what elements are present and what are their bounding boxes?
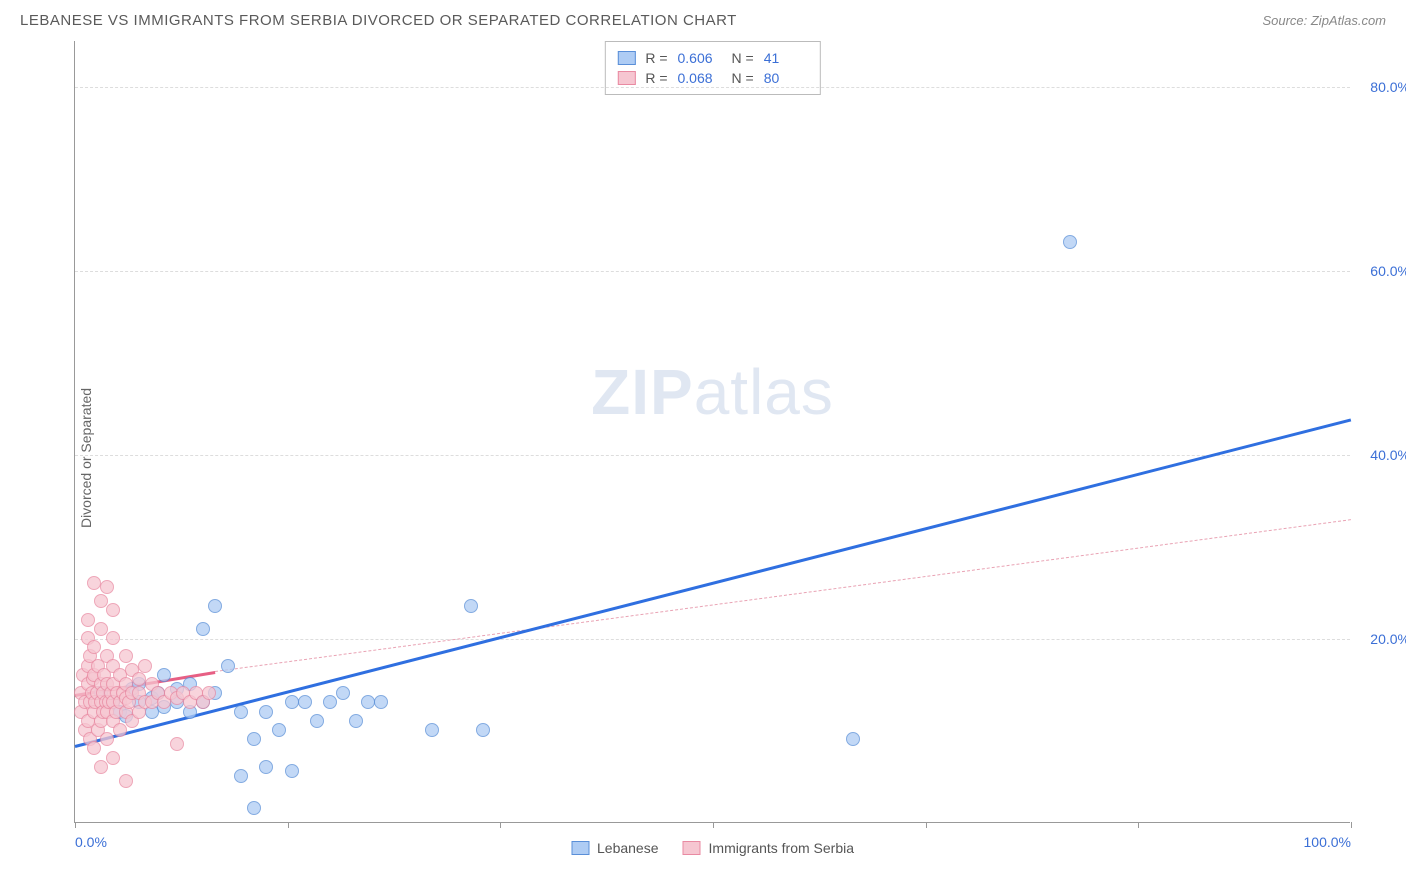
data-point bbox=[113, 723, 127, 737]
legend-item: Lebanese bbox=[571, 840, 659, 856]
data-point bbox=[106, 603, 120, 617]
watermark: ZIPatlas bbox=[591, 355, 834, 429]
series-legend: Lebanese Immigrants from Serbia bbox=[571, 840, 854, 856]
y-tick-label: 20.0% bbox=[1370, 631, 1406, 647]
data-point bbox=[425, 723, 439, 737]
stat-n-value: 80 bbox=[764, 70, 808, 86]
data-point bbox=[272, 723, 286, 737]
gridline bbox=[75, 87, 1350, 88]
data-point bbox=[196, 622, 210, 636]
data-point bbox=[94, 622, 108, 636]
data-point bbox=[259, 760, 273, 774]
gridline bbox=[75, 455, 1350, 456]
data-point bbox=[846, 732, 860, 746]
x-tick bbox=[713, 822, 714, 828]
data-point bbox=[119, 649, 133, 663]
stat-n-label: N = bbox=[732, 70, 754, 86]
data-point bbox=[94, 594, 108, 608]
data-point bbox=[208, 599, 222, 613]
data-point bbox=[170, 737, 184, 751]
x-tick-label: 0.0% bbox=[75, 834, 107, 850]
legend-swatch bbox=[617, 71, 635, 85]
chart-area: Divorced or Separated ZIPatlas R =0.606N… bbox=[20, 37, 1386, 879]
data-point bbox=[247, 732, 261, 746]
data-point bbox=[234, 769, 248, 783]
data-point bbox=[119, 774, 133, 788]
stat-r-label: R = bbox=[645, 70, 667, 86]
stat-r-value: 0.606 bbox=[678, 50, 722, 66]
y-tick-label: 40.0% bbox=[1370, 447, 1406, 463]
legend-label: Lebanese bbox=[597, 840, 659, 856]
chart-title: LEBANESE VS IMMIGRANTS FROM SERBIA DIVOR… bbox=[20, 12, 737, 29]
data-point bbox=[221, 659, 235, 673]
data-point bbox=[94, 760, 108, 774]
stats-row: R = 0.606 N = 41 bbox=[617, 48, 807, 68]
gridline bbox=[75, 639, 1350, 640]
data-point bbox=[106, 631, 120, 645]
stat-n-value: 41 bbox=[764, 50, 808, 66]
data-point bbox=[138, 659, 152, 673]
x-tick bbox=[75, 822, 76, 828]
stats-row: R = 0.068 N = 80 bbox=[617, 68, 807, 88]
stat-n-label: N = bbox=[732, 50, 754, 66]
legend-swatch bbox=[683, 841, 701, 855]
data-point bbox=[87, 741, 101, 755]
data-point bbox=[259, 705, 273, 719]
data-point bbox=[336, 686, 350, 700]
data-point bbox=[234, 705, 248, 719]
stat-r-value: 0.068 bbox=[678, 70, 722, 86]
data-point bbox=[87, 640, 101, 654]
data-point bbox=[106, 751, 120, 765]
legend-swatch bbox=[571, 841, 589, 855]
y-tick-label: 80.0% bbox=[1370, 79, 1406, 95]
legend-label: Immigrants from Serbia bbox=[709, 840, 854, 856]
data-point bbox=[100, 732, 114, 746]
data-point bbox=[476, 723, 490, 737]
stat-r-label: R = bbox=[645, 50, 667, 66]
y-tick-label: 60.0% bbox=[1370, 263, 1406, 279]
data-point bbox=[310, 714, 324, 728]
data-point bbox=[100, 580, 114, 594]
data-point bbox=[374, 695, 388, 709]
x-tick-label: 100.0% bbox=[1304, 834, 1351, 850]
data-point bbox=[349, 714, 363, 728]
data-point bbox=[464, 599, 478, 613]
legend-swatch bbox=[617, 51, 635, 65]
data-point bbox=[202, 686, 216, 700]
x-tick bbox=[1138, 822, 1139, 828]
data-point bbox=[285, 764, 299, 778]
x-tick bbox=[926, 822, 927, 828]
trend-line bbox=[215, 519, 1351, 672]
trend-line bbox=[75, 418, 1352, 748]
source-label: Source: ZipAtlas.com bbox=[1262, 13, 1386, 28]
data-point bbox=[81, 613, 95, 627]
gridline bbox=[75, 271, 1350, 272]
data-point bbox=[157, 668, 171, 682]
data-point bbox=[247, 801, 261, 815]
x-tick bbox=[500, 822, 501, 828]
data-point bbox=[1063, 235, 1077, 249]
x-tick bbox=[1351, 822, 1352, 828]
x-tick bbox=[288, 822, 289, 828]
legend-item: Immigrants from Serbia bbox=[683, 840, 854, 856]
plot-area: ZIPatlas R =0.606N =41R =0.068N =80 Leba… bbox=[74, 41, 1350, 823]
data-point bbox=[298, 695, 312, 709]
data-point bbox=[323, 695, 337, 709]
